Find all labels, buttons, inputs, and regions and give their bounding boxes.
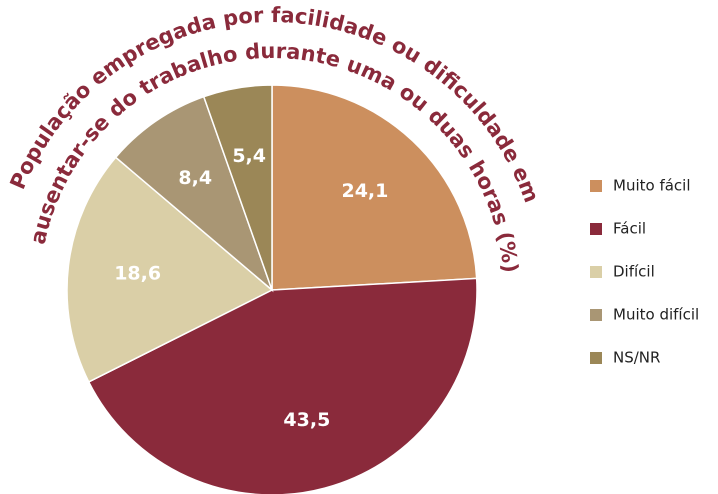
- legend-swatch: [590, 352, 602, 364]
- legend-swatch: [590, 223, 602, 235]
- legend-swatch: [590, 180, 602, 192]
- legend-label: Fácil: [613, 220, 646, 238]
- pie-slice: [87, 277, 478, 494]
- pie-slice: [114, 95, 274, 293]
- value-label: 24,1: [341, 180, 388, 202]
- pie-slice: [202, 84, 273, 291]
- value-label: 18,6: [114, 262, 161, 284]
- value-label: 5,4: [232, 145, 266, 167]
- pie-slice: [271, 84, 478, 291]
- value-label: 43,5: [283, 409, 330, 431]
- pie-slice: [66, 156, 274, 383]
- legend-label: Difícil: [613, 263, 655, 281]
- legend-label: Muito difícil: [613, 306, 699, 324]
- legend-swatch: [590, 266, 602, 278]
- legend-label: NS/NR: [613, 349, 660, 367]
- legend-swatch: [590, 309, 602, 321]
- legend-label: Muito fácil: [613, 177, 691, 195]
- value-label: 8,4: [178, 167, 212, 189]
